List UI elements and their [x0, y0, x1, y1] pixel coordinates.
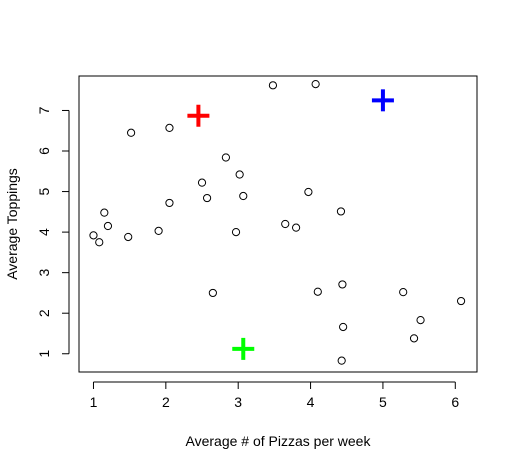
data-point	[165, 198, 174, 208]
centroid-marker	[187, 104, 210, 127]
data-point	[416, 315, 425, 325]
data-point	[456, 296, 466, 306]
data-point	[291, 223, 301, 232]
data-point	[304, 187, 313, 197]
x-tick-label: 6	[451, 394, 459, 410]
data-point	[399, 288, 408, 297]
data-point	[338, 280, 347, 289]
x-tick-label: 1	[90, 394, 98, 410]
y-axis-label: Average Toppings	[4, 168, 20, 280]
x-tick-label: 4	[307, 394, 315, 410]
x-axis: 1 2 3 4 5 6	[90, 381, 459, 410]
y-tick-label: 1	[36, 350, 52, 358]
y-tick-label: 3	[36, 269, 52, 277]
centroid-marker	[232, 337, 255, 360]
data-point	[124, 232, 133, 242]
data-point	[127, 128, 136, 137]
data-point	[89, 231, 98, 240]
y-tick-label: 2	[36, 309, 52, 317]
data-point	[281, 219, 290, 229]
data-point	[100, 208, 109, 217]
data-point	[313, 287, 322, 296]
data-point	[235, 170, 244, 179]
data-point	[337, 356, 346, 365]
x-tick-label: 3	[234, 394, 242, 410]
y-tick-label: 6	[36, 147, 52, 155]
y-axis: 1 2 3 4 5 6 7	[36, 106, 70, 358]
data-point	[197, 178, 207, 187]
data-point	[208, 288, 217, 298]
data-point	[202, 193, 212, 203]
data-point	[165, 123, 174, 133]
plot-frame	[78, 75, 478, 373]
centroid-markers	[187, 89, 394, 360]
data-point	[268, 81, 278, 90]
data-point	[336, 207, 346, 216]
data-point	[95, 238, 104, 247]
centroid-marker	[371, 89, 394, 112]
x-tick-label: 5	[379, 394, 387, 410]
y-tick-label: 7	[36, 106, 52, 114]
data-point	[154, 226, 163, 235]
x-axis-label: Average # of Pizzas per week	[186, 433, 372, 449]
data-point	[231, 228, 241, 237]
data-point	[239, 191, 248, 201]
data-point	[311, 80, 320, 89]
y-tick-label: 5	[36, 187, 52, 195]
y-tick-label: 4	[36, 228, 52, 236]
x-tick-label: 2	[162, 394, 170, 410]
data-point	[103, 221, 113, 231]
data-point	[221, 153, 230, 162]
data-point	[339, 322, 348, 332]
data-point	[409, 334, 419, 343]
data-points	[89, 80, 466, 365]
